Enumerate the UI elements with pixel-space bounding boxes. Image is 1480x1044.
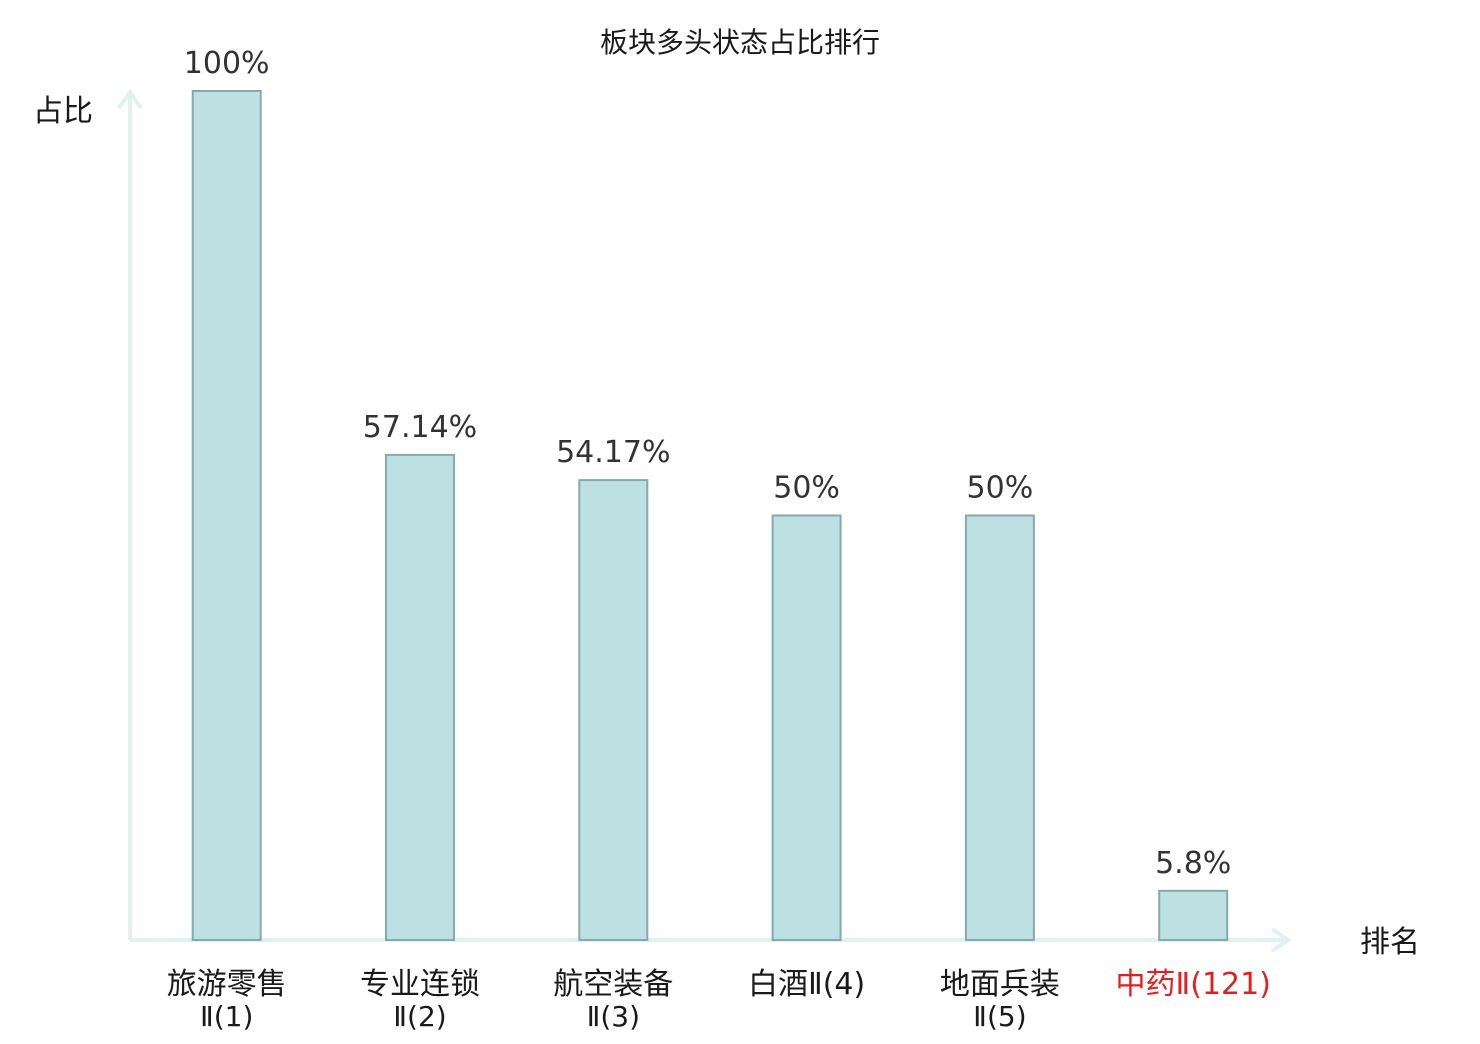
category-label-3: 航空装备	[553, 967, 673, 1002]
category-label-1: 旅游零售	[167, 967, 287, 1002]
value-label-1: 100%	[184, 46, 270, 81]
axes	[117, 88, 1292, 953]
value-label-5: 50%	[967, 471, 1034, 506]
y-axis-label: 占比	[33, 94, 93, 129]
bar-3	[578, 479, 649, 941]
bar-6	[1158, 889, 1229, 941]
bars-group	[191, 90, 1229, 941]
bar-5	[964, 514, 1035, 941]
x-axis-arrow	[1270, 927, 1292, 953]
category-sublabel-2: Ⅱ(2)	[393, 1000, 446, 1033]
bar-1	[191, 90, 262, 941]
category-label-5: 地面兵装	[940, 967, 1060, 1002]
category-label-4: 白酒Ⅱ(4)	[748, 967, 865, 1002]
x-axis-label: 排名	[1360, 925, 1420, 960]
value-label-6: 5.8%	[1155, 846, 1231, 881]
category-sublabel-3: Ⅱ(3)	[587, 1000, 640, 1033]
bar-4	[771, 514, 842, 941]
category-label-2: 专业连锁	[360, 967, 480, 1002]
value-label-4: 50%	[773, 471, 840, 506]
chart-title: 板块多头状态占比排行	[600, 26, 880, 59]
category-sublabel-5: Ⅱ(5)	[973, 1000, 1026, 1033]
category-sublabel-1: Ⅱ(1)	[200, 1000, 253, 1033]
bar-2	[385, 453, 455, 941]
category-label-6: 中药Ⅱ(121)	[1115, 967, 1270, 1002]
value-label-2: 57.14%	[363, 410, 477, 445]
value-labels-group: 100% 57.14% 54.17% 50% 50% 5.8%	[184, 46, 1231, 881]
value-label-3: 54.17%	[556, 435, 670, 470]
y-axis-arrow	[117, 88, 143, 110]
